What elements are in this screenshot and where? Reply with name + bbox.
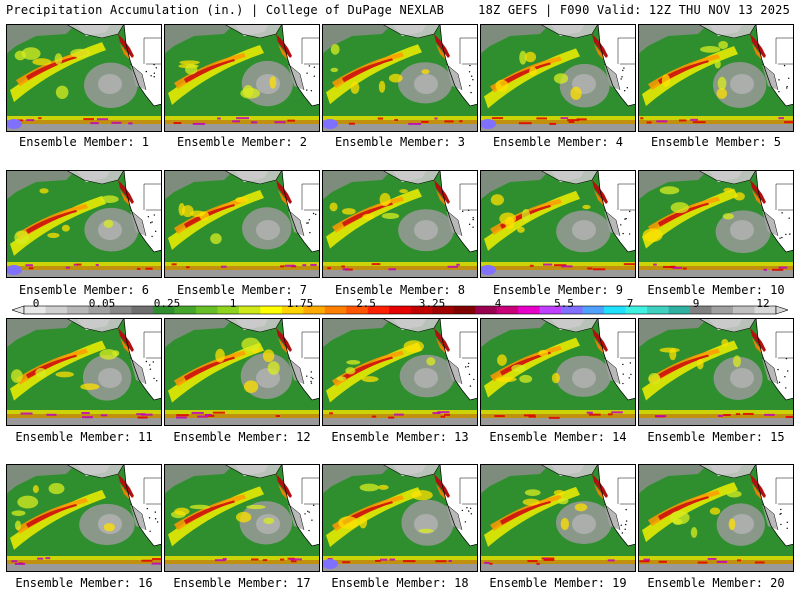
colorbar-tick-label: 1 <box>229 297 237 310</box>
colorbar-segment <box>66 306 89 314</box>
colorbar-segment <box>281 306 304 314</box>
ensemble-map-panel <box>6 318 162 426</box>
colorbar-segment <box>324 306 347 314</box>
ensemble-map-panel <box>480 24 636 132</box>
colorbar-segment <box>109 306 132 314</box>
colorbar-segment <box>453 306 476 314</box>
ensemble-member-label: Ensemble Member: 20 <box>647 576 785 590</box>
colorbar-segment <box>754 306 777 314</box>
colorbar-segment <box>733 306 755 314</box>
ensemble-map-panel <box>6 24 162 132</box>
ensemble-member-label: Ensemble Member: 15 <box>647 430 785 444</box>
colorbar-segment <box>389 306 412 314</box>
ensemble-member-label: Ensemble Member: 10 <box>647 283 785 297</box>
colorbar-tick-label: 1.75 <box>286 297 314 310</box>
ensemble-member-label: Ensemble Member: 4 <box>492 135 624 149</box>
colorbar-segment <box>496 306 519 314</box>
chart-title: Precipitation Accumulation (in.) | Colle… <box>6 3 445 17</box>
colorbar-segment <box>432 306 455 314</box>
colorbar-segment <box>410 306 433 314</box>
ensemble-member-label: Ensemble Member: 5 <box>650 135 782 149</box>
ensemble-map-panel <box>322 464 478 572</box>
ensemble-member-label: Ensemble Member: 7 <box>176 283 308 297</box>
ensemble-map-panel <box>480 170 636 278</box>
ensemble-member-label: Ensemble Member: 16 <box>15 576 153 590</box>
ensemble-map-panel <box>480 464 636 572</box>
ensemble-map-panel <box>164 24 320 132</box>
ensemble-map-panel <box>6 170 162 278</box>
ensemble-member-label: Ensemble Member: 18 <box>331 576 469 590</box>
colorbar-segment <box>367 306 390 314</box>
colorbar-segment <box>604 306 626 314</box>
ensemble-map-panel <box>638 464 794 572</box>
ensemble-map-panel <box>480 318 636 426</box>
colorbar-segment <box>303 306 326 314</box>
colorbar-segment <box>625 306 648 314</box>
ensemble-map-panel <box>322 318 478 426</box>
ensemble-map-panel <box>164 318 320 426</box>
colorbar-segment <box>690 306 712 314</box>
ensemble-map-panel <box>638 170 794 278</box>
colorbar-tick-label: 0.05 <box>88 297 116 310</box>
ensemble-map-panel <box>638 24 794 132</box>
colorbar-max-arrow <box>775 305 788 315</box>
colorbar-segment <box>647 306 669 314</box>
ensemble-member-label: Ensemble Member: 2 <box>176 135 308 149</box>
ensemble-member-label: Ensemble Member: 12 <box>173 430 311 444</box>
colorbar-segment <box>260 306 283 314</box>
model-run-info: 18Z GEFS | F090 Valid: 12Z THU NOV 13 20… <box>478 3 790 17</box>
ensemble-map-panel <box>164 170 320 278</box>
colorbar-tick-label: 12 <box>756 297 770 310</box>
colorbar-tick-label: 5.5 <box>554 297 574 310</box>
colorbar-segment <box>24 306 46 314</box>
colorbar-tick-label: 0.25 <box>153 297 181 310</box>
colorbar-tick-label: 0 <box>32 297 40 310</box>
colorbar-segment <box>45 306 68 314</box>
ensemble-member-label: Ensemble Member: 13 <box>331 430 469 444</box>
colorbar-tick-label: 7 <box>626 297 634 310</box>
ensemble-member-label: Ensemble Member: 6 <box>18 283 150 297</box>
colorbar-tick-label: 9 <box>692 297 700 310</box>
colorbar-segment <box>539 306 562 314</box>
colorbar-segment <box>88 306 111 314</box>
colorbar-segment <box>346 306 369 314</box>
ensemble-map-panel <box>322 170 478 278</box>
colorbar-tick-label: 3.25 <box>418 297 446 310</box>
ensemble-member-label: Ensemble Member: 11 <box>15 430 153 444</box>
colorbar-segment <box>582 306 605 314</box>
ensemble-map-panel <box>322 24 478 132</box>
colorbar-segment <box>668 306 691 314</box>
colorbar-segment <box>131 306 154 314</box>
precip-colorbar <box>12 305 788 315</box>
colorbar-min-arrow <box>12 305 25 315</box>
colorbar-segment <box>152 306 175 314</box>
ensemble-member-label: Ensemble Member: 17 <box>173 576 311 590</box>
ensemble-member-label: Ensemble Member: 19 <box>489 576 627 590</box>
colorbar-tick-label: 4 <box>494 297 502 310</box>
colorbar-segment <box>711 306 734 314</box>
ensemble-map-panel <box>6 464 162 572</box>
ensemble-map-panel <box>164 464 320 572</box>
ensemble-member-label: Ensemble Member: 3 <box>334 135 466 149</box>
ensemble-member-label: Ensemble Member: 9 <box>492 283 624 297</box>
colorbar-segment <box>217 306 240 314</box>
ensemble-map-panel <box>638 318 794 426</box>
colorbar-segment <box>195 306 218 314</box>
colorbar-segment <box>475 306 497 314</box>
colorbar-tick-label: 2.5 <box>356 297 376 310</box>
colorbar-segment <box>518 306 540 314</box>
ensemble-member-label: Ensemble Member: 1 <box>18 135 150 149</box>
colorbar-segment <box>238 306 261 314</box>
ensemble-member-label: Ensemble Member: 8 <box>334 283 466 297</box>
colorbar-segment <box>174 306 197 314</box>
ensemble-member-label: Ensemble Member: 14 <box>489 430 627 444</box>
colorbar-segment <box>561 306 583 314</box>
